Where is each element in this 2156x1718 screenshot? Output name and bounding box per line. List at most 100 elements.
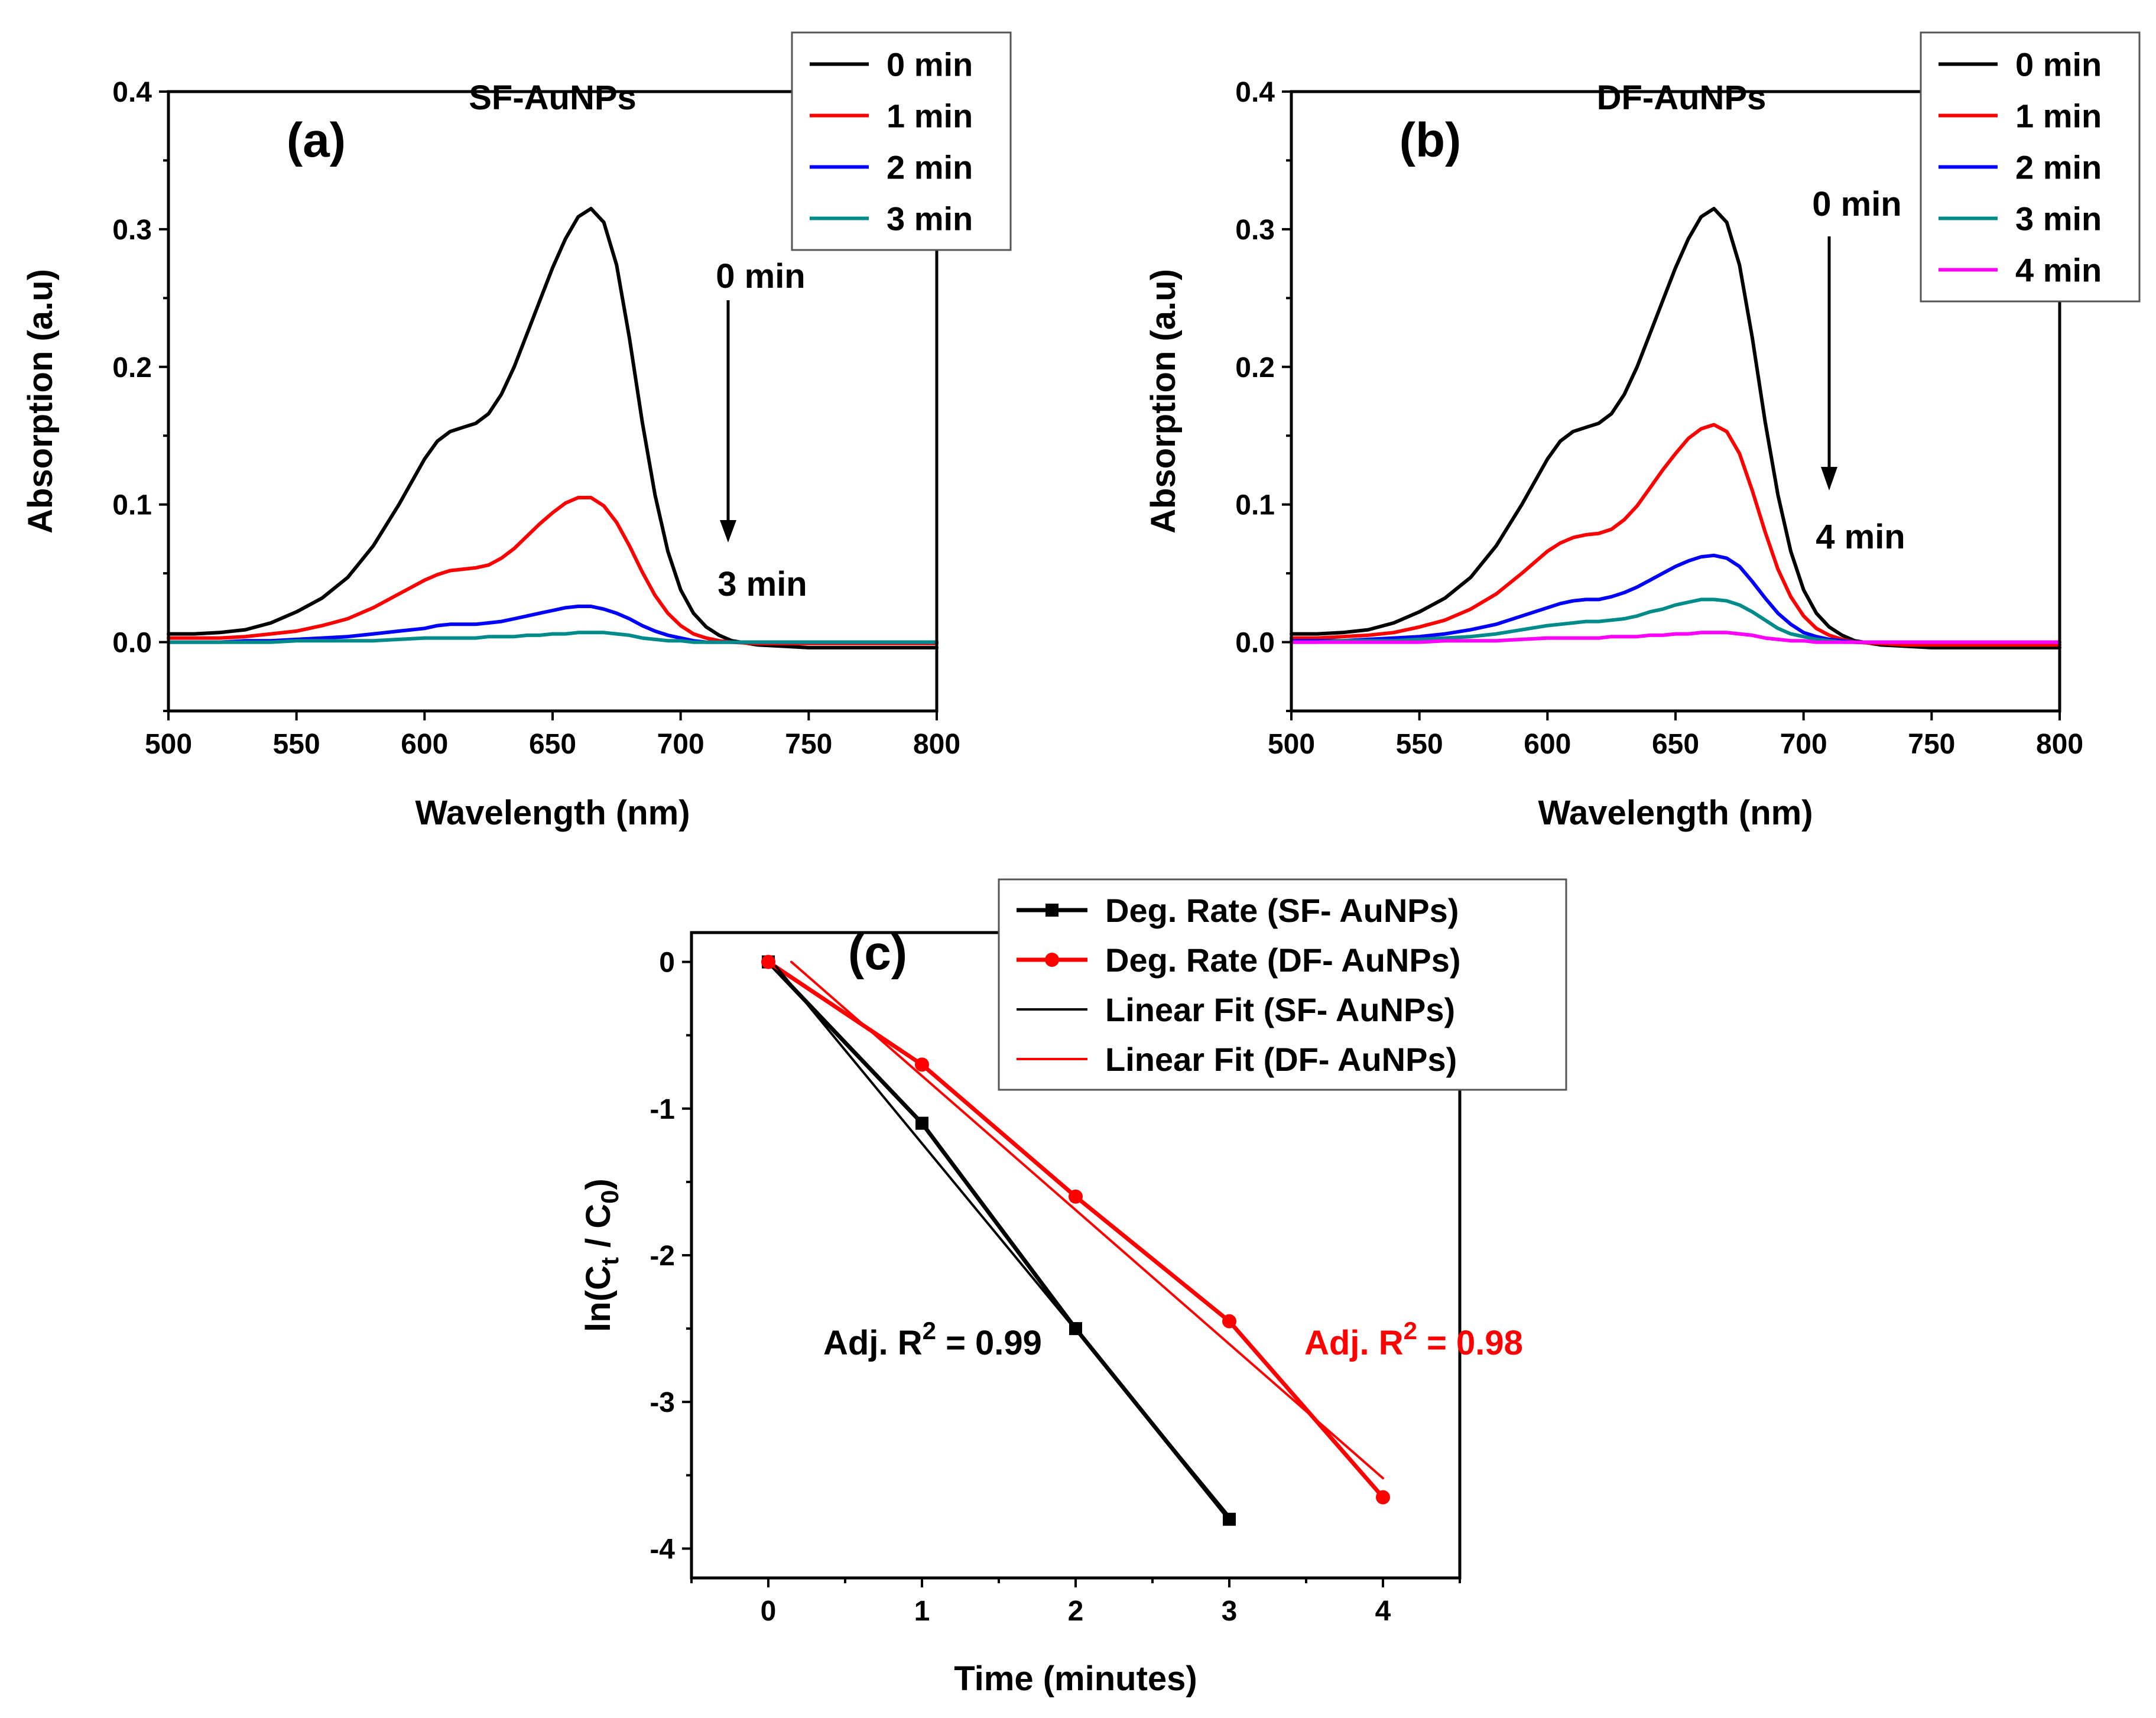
x-tick-label: 1 <box>914 1596 930 1627</box>
panel-a-ylabel: Absorption (a.u) <box>21 269 60 534</box>
x-tick-label: 2 <box>1068 1596 1084 1627</box>
y-tick-label: -3 <box>650 1387 675 1418</box>
x-tick-label: 500 <box>145 729 192 760</box>
panel-c-legend: Deg. Rate (SF- AuNPs) Deg. Rate (DF- AuNP… <box>998 878 1567 1091</box>
panel-a-end-label: 3 min <box>717 565 807 603</box>
legend-label: 3 min <box>2015 200 2102 238</box>
legend-label: Linear Fit (SF- AuNPs) <box>1105 991 1455 1028</box>
data-point-circle <box>1222 1314 1236 1329</box>
panel-b-end-label: 4 min <box>1816 518 1905 556</box>
series-line-3 <box>775 965 1230 1518</box>
legend-label: 0 min <box>887 46 973 83</box>
panel-b-xlabel: Wavelength (nm) <box>1538 794 1813 832</box>
panel-b-start-label: 0 min <box>1812 185 1902 223</box>
legend-label: Deg. Rate (DF- AuNPs) <box>1105 941 1461 979</box>
r2-df-prefix: Adj. R <box>1304 1324 1404 1362</box>
panel-c-xlabel: Time (minutes) <box>954 1659 1197 1698</box>
legend-label: 2 min <box>2015 149 2102 186</box>
panel-a-arrowhead <box>720 520 736 543</box>
x-tick-label: 3 <box>1222 1596 1238 1627</box>
x-tick-label: 700 <box>1780 729 1827 760</box>
x-tick-label: 500 <box>1268 729 1315 760</box>
panel-c: 0 1 2 3 40-1-2-3-4 Time (minutes) ln(Ct / C0… <box>579 878 1567 1698</box>
data-point-circle <box>915 1057 929 1072</box>
panel-a-start-label: 0 min <box>716 257 806 295</box>
x-tick-label: 650 <box>1652 729 1699 760</box>
legend-label: Deg. Rate (SF- AuNPs) <box>1105 892 1459 929</box>
data-point-square <box>915 1116 928 1130</box>
panel-a-xlabel: Wavelength (nm) <box>415 794 690 832</box>
legend-marker-circle <box>1045 953 1059 967</box>
panel-b-ticks: 500 550 600 650 700 750 800 0.0 0.1 0.2 0.3 0.4 <box>1235 77 2083 760</box>
x-tick-label: 0 <box>761 1596 777 1627</box>
data-point-circle <box>1069 1189 1083 1204</box>
y-tick-label: 0.0 <box>1235 628 1275 659</box>
panel-a-legend: 0 min 1 min 2 min 3 min <box>791 31 1012 251</box>
panel-c-ticks: 0 1 2 3 4 0 -1 -2 -3 -4 <box>650 947 1461 1627</box>
r2-sf-prefix: Adj. R <box>823 1324 923 1362</box>
data-point-circle <box>761 954 775 969</box>
panel-c-r2-sf: Adj. R2 = 0.99 <box>823 1317 1042 1362</box>
y-tick-label: 0.3 <box>1235 215 1275 246</box>
legend-label: 3 min <box>887 200 973 238</box>
y-tick-label: 0.0 <box>112 628 152 659</box>
x-tick-label: 600 <box>401 729 448 760</box>
legend-label: 4 min <box>2015 252 2102 289</box>
data-point-square <box>1223 1512 1236 1526</box>
panel-b-tag: (b) <box>1400 113 1462 167</box>
r2-sf-suffix: = 0.99 <box>936 1324 1042 1362</box>
panel-a-title: SF-AuNPs <box>469 79 637 117</box>
ylabel-part-1: ln(C <box>579 1265 618 1332</box>
y-tick-label: 0.1 <box>112 490 152 521</box>
x-tick-label: 750 <box>785 729 832 760</box>
panel-c-ylabel: ln(Ct / C0) <box>579 1178 624 1332</box>
x-tick-label: 550 <box>273 729 320 760</box>
r2-df-sup: 2 <box>1404 1317 1417 1344</box>
panel-b-title: DF-AuNPs <box>1597 79 1767 117</box>
legend-box <box>791 31 1012 251</box>
panel-c-tag: (c) <box>848 926 907 980</box>
y-tick-label: 0.2 <box>1235 352 1275 384</box>
legend-label: 1 min <box>887 98 973 135</box>
panel-b-series <box>1290 207 2061 649</box>
panel-b: 500 550 600 650 700 750 800 0.0 0.1 0.2 0.3 0.4 Wav… <box>1144 31 2141 832</box>
x-tick-label: 700 <box>657 729 704 760</box>
series-line-4 <box>790 960 1384 1480</box>
panel-a-tag: (a) <box>287 113 346 167</box>
series-line-4 <box>167 631 939 644</box>
panel-b-legend: 0 min 1 min 2 min 3 min 4 min <box>1920 31 2141 303</box>
ylabel-sub-0: 0 <box>596 1190 624 1203</box>
ylabel-part-5: ) <box>579 1178 618 1190</box>
y-tick-label: -4 <box>650 1534 675 1565</box>
x-tick-label: 550 <box>1396 729 1443 760</box>
x-tick-label: 600 <box>1524 729 1571 760</box>
x-tick-label: 650 <box>529 729 576 760</box>
legend-label: 1 min <box>2015 98 2102 135</box>
ylabel-sub-t: t <box>596 1257 624 1265</box>
y-tick-label: 0 <box>659 947 675 979</box>
series-line-5 <box>1290 631 2061 644</box>
data-point-circle <box>1376 1490 1390 1505</box>
x-tick-label: 800 <box>913 729 960 760</box>
panel-c-r2-df: Adj. R2 = 0.98 <box>1304 1317 1523 1362</box>
ylabel-part-3: / C <box>579 1204 618 1257</box>
x-tick-label: 800 <box>2036 729 2083 760</box>
x-tick-label: 750 <box>1908 729 1955 760</box>
legend-label: 0 min <box>2015 46 2102 83</box>
y-tick-label: 0.1 <box>1235 490 1275 521</box>
panel-a-series <box>167 207 939 649</box>
y-tick-label: 0.4 <box>112 77 152 108</box>
r2-sf-sup: 2 <box>923 1317 936 1344</box>
legend-label: Linear Fit (DF- AuNPs) <box>1105 1041 1457 1078</box>
y-tick-label: 0.2 <box>112 352 152 384</box>
panel-b-ylabel: Absorption (a.u) <box>1144 269 1183 534</box>
panel-b-arrowhead <box>1821 467 1837 491</box>
legend-label: 2 min <box>887 149 973 186</box>
y-tick-label: 0.4 <box>1235 77 1275 108</box>
y-tick-label: 0.3 <box>112 215 152 246</box>
r2-df-suffix: = 0.98 <box>1417 1324 1523 1362</box>
legend-marker-square <box>1045 904 1058 917</box>
panel-a: 500 550 600 650 700 750 800 0.0 0.1 0.2 0.3 0.4 Wav… <box>21 31 1012 832</box>
panel-a-ticks: 500 550 600 650 700 750 800 0.0 0.1 0.2 0.3 0.4 <box>112 77 960 760</box>
